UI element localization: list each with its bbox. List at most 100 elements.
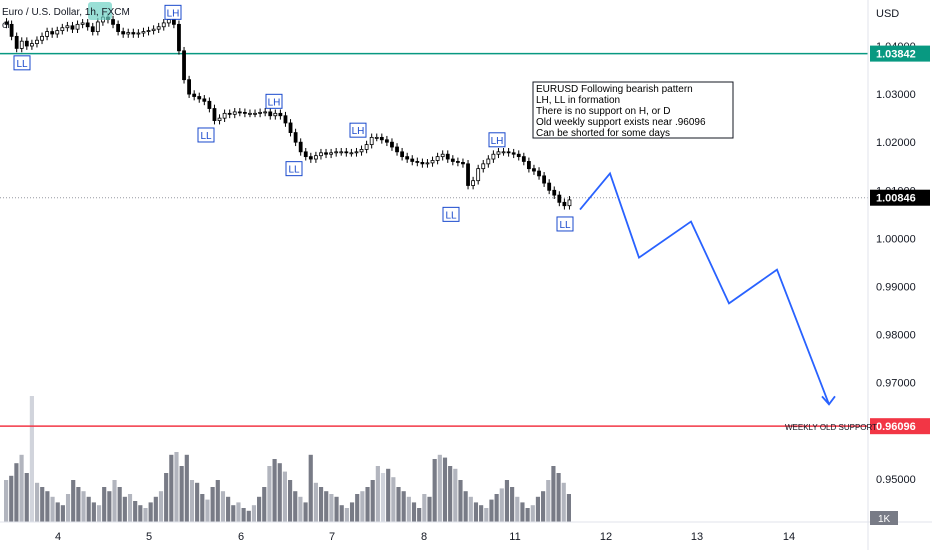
candle-body bbox=[293, 132, 298, 143]
volume-bar bbox=[484, 508, 489, 522]
time-tick-label[interactable]: 5 bbox=[146, 531, 152, 543]
candle-body bbox=[222, 112, 227, 119]
volume-bar bbox=[143, 508, 148, 522]
swing-label-box bbox=[285, 161, 303, 177]
swing-label-text: LH bbox=[268, 97, 281, 108]
volume-bar bbox=[515, 496, 520, 522]
time-tick-label[interactable]: 13 bbox=[691, 531, 703, 543]
projection-line[interactable] bbox=[579, 171, 830, 405]
volume-bar bbox=[370, 480, 375, 522]
time-ticks[interactable]: 4 5 6 7 8 11 12 13 14 bbox=[55, 531, 795, 543]
volume-bar bbox=[365, 487, 370, 522]
volume-bar bbox=[277, 463, 282, 522]
volume-bar bbox=[24, 473, 29, 522]
swing-label-ll[interactable]: LL bbox=[13, 55, 31, 71]
swing-label-ll[interactable]: LL bbox=[556, 216, 574, 232]
candle-body bbox=[491, 153, 496, 160]
candle-body bbox=[445, 153, 450, 160]
volume-bar bbox=[494, 494, 499, 522]
swing-label-text: LL bbox=[200, 131, 212, 142]
swing-label-text: LL bbox=[559, 220, 571, 231]
volume-bar bbox=[50, 496, 55, 522]
volume-bar bbox=[417, 508, 422, 522]
volume-bar bbox=[448, 466, 453, 522]
volume-bar bbox=[463, 491, 468, 522]
volume-bar bbox=[107, 491, 112, 522]
volume-bar bbox=[45, 491, 50, 522]
candle-body bbox=[268, 111, 273, 117]
candle-body bbox=[334, 151, 339, 154]
price-tick-label: 0.95000 bbox=[876, 474, 916, 486]
time-tick-label[interactable]: 14 bbox=[783, 531, 795, 543]
swing-label-text: LH bbox=[167, 8, 180, 19]
volume-bar bbox=[76, 487, 81, 522]
volume-bar bbox=[427, 496, 432, 522]
candle-body bbox=[248, 112, 252, 115]
time-tick-label[interactable]: 12 bbox=[600, 531, 612, 543]
swing-label-ll[interactable]: LL bbox=[197, 127, 215, 143]
volume-bar bbox=[164, 473, 169, 522]
time-tick-label[interactable]: 8 bbox=[421, 531, 427, 543]
candle-body bbox=[420, 162, 425, 165]
time-tick-label[interactable]: 6 bbox=[238, 531, 244, 543]
candle-body bbox=[379, 136, 384, 141]
swing-label-box bbox=[197, 127, 215, 143]
candle-body bbox=[202, 98, 207, 102]
time-tick-label[interactable]: 7 bbox=[329, 531, 335, 543]
price-badge-bg bbox=[870, 189, 930, 206]
currency-label: USD bbox=[876, 8, 899, 20]
swing-label-box bbox=[442, 206, 460, 222]
candle-body bbox=[197, 96, 202, 100]
volume-bar bbox=[396, 487, 401, 522]
volume-bar bbox=[479, 505, 484, 522]
volume-bar bbox=[231, 505, 236, 522]
swing-label-lh[interactable]: LH bbox=[488, 132, 506, 148]
swing-label-lh[interactable]: LH bbox=[265, 93, 283, 109]
price-axis[interactable] bbox=[868, 0, 932, 522]
annotation-note[interactable]: EURUSD Following bearish pattern LH, LL … bbox=[532, 81, 734, 139]
chart-title[interactable]: Euro / U.S. Dollar, 1h, FXCM bbox=[2, 7, 130, 18]
candle-body bbox=[481, 163, 486, 170]
swing-label-box bbox=[488, 132, 506, 148]
volume-bar bbox=[510, 487, 515, 522]
candle-body bbox=[516, 153, 521, 158]
volume-bar bbox=[566, 494, 571, 522]
volume-bar bbox=[437, 454, 442, 522]
candle-body bbox=[501, 151, 506, 154]
swing-label-ll[interactable]: LL bbox=[285, 161, 303, 177]
volume-bar bbox=[4, 480, 9, 522]
swing-labels: LL LH LL LH LL LH LL LH LL bbox=[13, 4, 574, 232]
swing-label-text: LL bbox=[16, 59, 28, 70]
candle-body bbox=[435, 156, 440, 161]
swing-label-ll[interactable]: LL bbox=[442, 206, 460, 222]
candle-body bbox=[207, 100, 212, 109]
candle-body bbox=[278, 112, 283, 117]
price-tick-label: 1.03000 bbox=[876, 89, 916, 101]
candle-body bbox=[187, 79, 192, 95]
time-tick-label[interactable]: 4 bbox=[55, 531, 61, 543]
time-tick-label[interactable]: 11 bbox=[509, 531, 520, 543]
candle-body bbox=[95, 21, 100, 32]
swing-label-lh[interactable]: LH bbox=[164, 4, 182, 20]
volume-bar bbox=[184, 454, 189, 522]
swing-label-lh[interactable]: LH bbox=[349, 122, 367, 138]
volume-bar bbox=[473, 502, 479, 522]
candle-body bbox=[384, 139, 389, 143]
volume-bar bbox=[561, 482, 566, 522]
volume-bar bbox=[349, 502, 355, 522]
price-badge-label: 1.00846 bbox=[876, 193, 916, 205]
candle-body bbox=[237, 111, 242, 114]
candle-body bbox=[526, 161, 531, 170]
volume-bar bbox=[148, 502, 153, 522]
volume-bar bbox=[81, 491, 86, 522]
volume-bar bbox=[318, 487, 324, 522]
volume-bar bbox=[138, 505, 143, 522]
volume-bar bbox=[432, 459, 437, 522]
candle-body bbox=[466, 163, 470, 186]
candle-body bbox=[258, 111, 263, 114]
candle-body bbox=[75, 23, 80, 30]
price-tick-label: 1.00000 bbox=[876, 233, 916, 245]
volume-bar bbox=[241, 508, 246, 522]
volume-bar bbox=[179, 466, 184, 522]
candle-body bbox=[263, 111, 268, 114]
